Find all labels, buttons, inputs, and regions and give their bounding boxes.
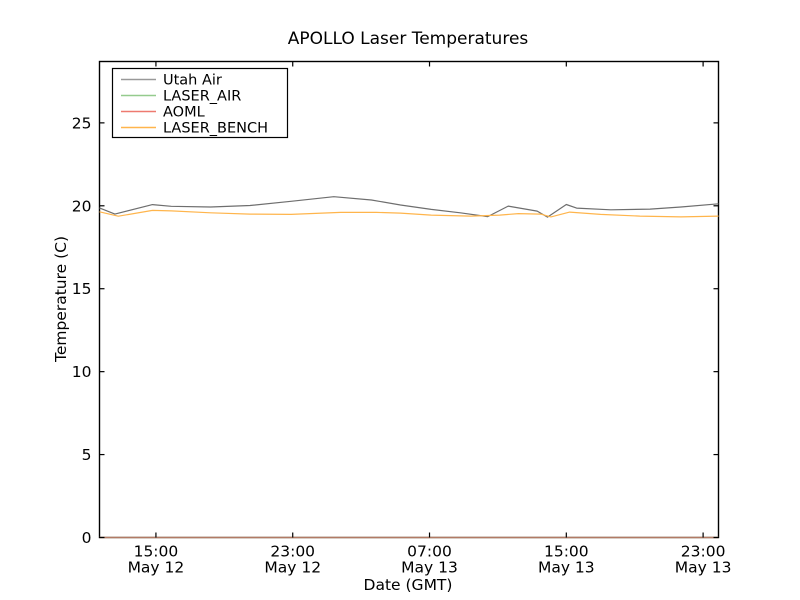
y-tick-label: 0 bbox=[82, 529, 92, 547]
x-tick-label-time: 23:00 bbox=[681, 543, 726, 561]
y-axis-label: Temperature (C) bbox=[52, 236, 70, 363]
legend-item-label: AOML bbox=[163, 105, 205, 121]
x-tick-label-date: May 13 bbox=[538, 559, 595, 577]
x-axis-label: Date (GMT) bbox=[364, 576, 453, 594]
y-tick-label: 25 bbox=[72, 114, 92, 132]
x-tick-label-date: May 13 bbox=[675, 559, 732, 577]
x-tick-label-time: 07:00 bbox=[407, 543, 452, 561]
x-tick-label-time: 23:00 bbox=[270, 543, 315, 561]
x-tick-label-date: May 13 bbox=[401, 559, 458, 577]
series-line-utah-air bbox=[99, 196, 719, 218]
x-tick-label-date: May 12 bbox=[264, 559, 321, 577]
legend-item-label: Utah Air bbox=[163, 73, 222, 89]
legend-item-label: LASER_AIR bbox=[163, 89, 241, 105]
x-tick-label-date: May 12 bbox=[128, 559, 185, 577]
y-tick-label: 10 bbox=[72, 363, 92, 381]
legend-box bbox=[111, 67, 289, 139]
y-tick-label: 15 bbox=[72, 280, 92, 298]
plot-area bbox=[98, 60, 720, 539]
y-tick-label: 20 bbox=[72, 197, 92, 215]
series-line-laser-bench bbox=[99, 209, 719, 218]
chart-title: APOLLO Laser Temperatures bbox=[288, 29, 529, 49]
y-tick-label: 5 bbox=[82, 446, 92, 464]
x-tick-label-time: 15:00 bbox=[544, 543, 589, 561]
legend-item-label: LASER_BENCH bbox=[163, 121, 268, 137]
x-tick-label-time: 15:00 bbox=[134, 543, 179, 561]
